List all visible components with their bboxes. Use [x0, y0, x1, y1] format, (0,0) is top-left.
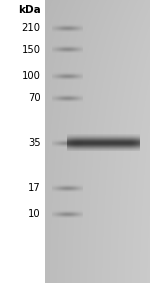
Bar [0, 0, 45, 283]
Text: kDa: kDa [18, 5, 40, 15]
Text: 100: 100 [22, 71, 40, 82]
Text: 35: 35 [28, 138, 40, 148]
Text: 70: 70 [28, 93, 40, 103]
Text: 10: 10 [28, 209, 40, 219]
Text: 210: 210 [21, 23, 40, 33]
Text: 17: 17 [28, 183, 40, 193]
Text: 150: 150 [21, 44, 40, 55]
